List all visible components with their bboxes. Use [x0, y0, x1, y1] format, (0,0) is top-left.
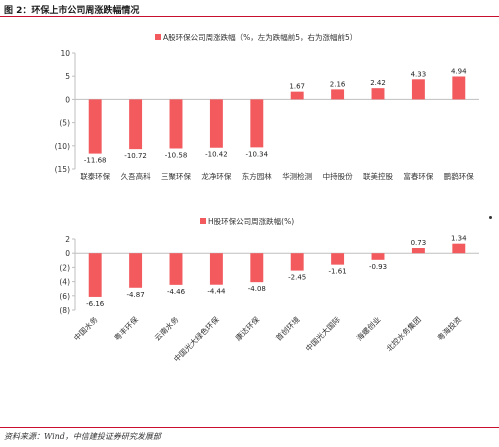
data-label: 2.16 — [330, 80, 346, 88]
category-label: 中持股份 — [323, 171, 353, 181]
legend-swatch — [155, 34, 161, 40]
y-tick-label: (2) — [59, 263, 70, 272]
data-label: -2.45 — [288, 274, 306, 282]
category-label: 三聚环保 — [161, 172, 191, 181]
data-label: -10.34 — [246, 150, 269, 158]
data-label: 4.33 — [411, 70, 427, 78]
legend-swatch — [200, 218, 206, 224]
y-tick-label: (10) — [55, 142, 70, 151]
data-label: -10.58 — [165, 151, 188, 159]
bar — [371, 253, 385, 260]
category-label: 华测检测 — [282, 171, 312, 181]
category-label: 中国光大国际 — [303, 314, 342, 353]
data-label: 0.73 — [411, 239, 427, 247]
bar — [209, 99, 223, 148]
data-label: 1.67 — [289, 83, 305, 91]
data-label: -10.72 — [124, 152, 147, 160]
data-label: -4.46 — [167, 288, 186, 296]
h-share-weekly-change-chart: H股环保公司周涨跌幅(%) 2 0 (2) (4) (6) (8) -6.16 中国水务 -4.8… — [59, 216, 479, 364]
bar — [452, 243, 466, 254]
data-label: -4.87 — [127, 291, 145, 299]
y-tick-label: 10 — [60, 49, 70, 58]
y-tick-label: (5) — [59, 119, 70, 128]
category-label: 康达环保 — [233, 314, 262, 343]
category-label: 鹏鹞环保 — [444, 171, 474, 181]
data-label: 4.94 — [451, 67, 467, 75]
a-share-weekly-change-chart: A股环保公司周涨跌幅（%，左为跌幅前5，右为涨幅前5） 10 5 0 (5) (10) (1… — [55, 32, 479, 181]
bar — [290, 91, 304, 100]
category-label: 龙净环保 — [201, 171, 231, 181]
bar — [169, 99, 183, 149]
data-label: 1.34 — [451, 235, 467, 243]
bar — [411, 79, 425, 100]
y-tick-label: (4) — [59, 278, 70, 287]
y-tick-label: 2 — [65, 235, 70, 244]
data-label: -0.93 — [369, 263, 387, 271]
data-label: -6.16 — [86, 300, 105, 308]
top-rule — [0, 16, 499, 17]
category-label: 云南水务 — [152, 314, 181, 343]
y-tick-label: 0 — [65, 249, 70, 258]
bullet-dot — [489, 216, 492, 219]
category-label: 联美控股 — [363, 171, 393, 181]
legend-label: A股环保公司周涨跌幅（%，左为跌幅前5，右为涨幅前5） — [163, 32, 357, 42]
category-label: 首创环境 — [273, 314, 302, 343]
y-tick-label: 0 — [65, 95, 70, 104]
bar — [88, 99, 102, 154]
data-label: 2.42 — [370, 79, 386, 87]
bar — [290, 253, 304, 271]
y-tick-label: (8) — [59, 306, 70, 315]
category-label: 富春环保 — [403, 171, 433, 181]
data-label: -10.42 — [205, 151, 228, 159]
category-label: 联泰环保 — [80, 171, 110, 181]
category-label: 中国水务 — [71, 314, 100, 343]
bar — [209, 253, 223, 285]
bar — [169, 253, 183, 285]
bar — [331, 89, 345, 100]
bar — [331, 253, 345, 265]
category-label: 粤丰环保 — [112, 314, 141, 343]
data-label: -11.68 — [84, 157, 107, 165]
bar — [250, 253, 264, 283]
y-tick-label: (6) — [59, 292, 70, 301]
data-label: -1.61 — [329, 268, 347, 276]
data-label: -4.08 — [248, 285, 266, 293]
bottom-rule — [0, 427, 499, 428]
y-tick-label: 5 — [65, 72, 70, 81]
bar — [371, 88, 385, 100]
bar — [129, 99, 143, 150]
bar — [129, 253, 143, 288]
figure-title: 图 2：环保上市公司周涨跌幅情况 — [4, 6, 140, 16]
category-label: 东方园林 — [242, 171, 272, 181]
y-tick-label: (15) — [55, 165, 70, 174]
bar — [452, 76, 466, 100]
bar — [411, 248, 425, 254]
bar — [88, 253, 102, 297]
legend-label: H股环保公司周涨跌幅(%) — [208, 216, 294, 226]
bar — [250, 99, 264, 148]
category-label: 久吾高科 — [121, 171, 151, 181]
category-label: 海螺创业 — [354, 314, 383, 343]
data-label: -4.44 — [207, 288, 226, 296]
category-label: 北控水务集团 — [384, 314, 423, 353]
category-label: 粤海投资 — [435, 314, 464, 343]
source-note: 资料来源：Wind，中信建投证券研究发展部 — [4, 432, 161, 441]
